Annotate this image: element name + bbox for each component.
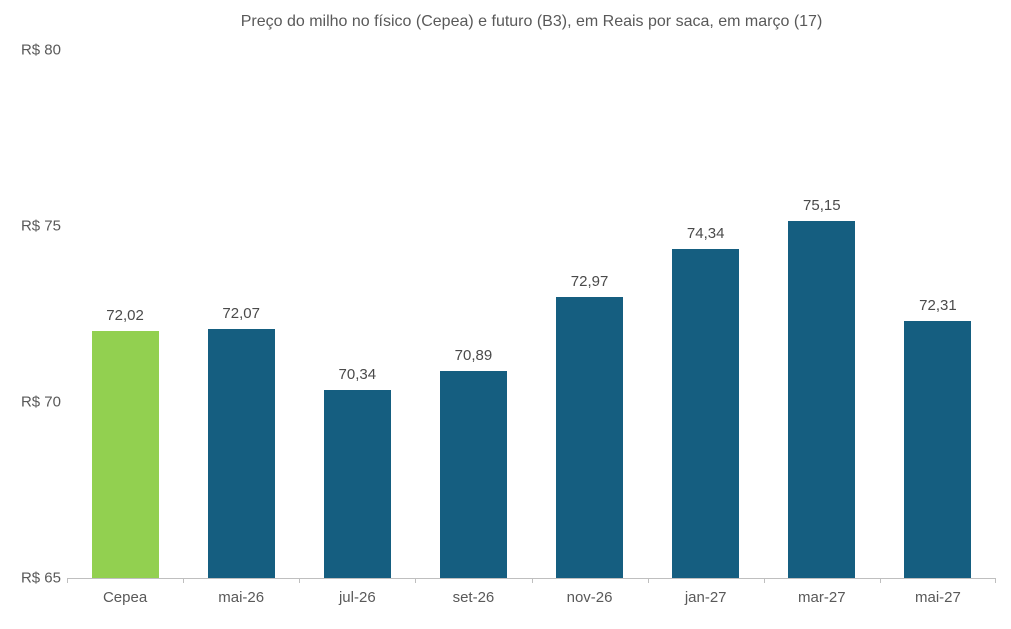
x-axis-label: mai-27 (915, 589, 961, 606)
bar-value-label: 70,34 (338, 366, 377, 384)
x-axis-tick (647, 578, 649, 583)
bar-value-label: 70,89 (454, 346, 493, 364)
bar-value-label: 72,97 (570, 273, 609, 291)
x-axis-tick (531, 578, 533, 583)
x-axis-tick (995, 578, 996, 583)
x-axis-label: jul-26 (338, 589, 376, 606)
x-axis-tick (763, 578, 765, 583)
x-axis-label: set-26 (452, 589, 495, 606)
bar-cepea (91, 330, 159, 578)
y-axis-tick-label: R$ 65 (20, 569, 61, 587)
chart-title: Preço do milho no físico (Cepea) e futur… (240, 13, 823, 30)
y-axis-tick-label: R$ 75 (20, 217, 61, 235)
x-axis-label: Cepea (102, 589, 148, 606)
bar-set-26 (439, 370, 507, 578)
bar-jan-27 (672, 249, 740, 578)
x-axis-tick (67, 578, 68, 583)
bar-mai-26 (207, 329, 275, 578)
x-axis-tick (415, 578, 417, 583)
bar-nov-26 (556, 297, 624, 578)
bar-jul-26 (323, 390, 391, 578)
y-axis-tick-label: R$ 80 (20, 41, 61, 59)
x-axis-label: nov-26 (566, 589, 613, 606)
bar-mar-27 (788, 220, 856, 578)
x-axis-label: mar-27 (798, 589, 846, 606)
bar-value-label: 74,34 (686, 225, 725, 243)
bar-mai-27 (904, 320, 972, 578)
plot-area: 72,02 Cepea 72,07 mai-26 70,34 jul-26 70,89 set… (67, 50, 996, 606)
bar-value-label: 75,15 (803, 196, 841, 214)
x-axis-tick (879, 578, 881, 583)
bar-value-label: 72,07 (222, 305, 260, 323)
y-axis-tick-label: R$ 70 (20, 393, 61, 411)
x-axis-label: mai-26 (218, 589, 265, 606)
x-axis-tick (299, 578, 301, 583)
x-axis-label: jan-27 (684, 589, 727, 606)
bar-value-label: 72,31 (919, 296, 957, 314)
bar-value-label: 72,02 (106, 306, 144, 324)
x-axis-tick (183, 578, 185, 583)
